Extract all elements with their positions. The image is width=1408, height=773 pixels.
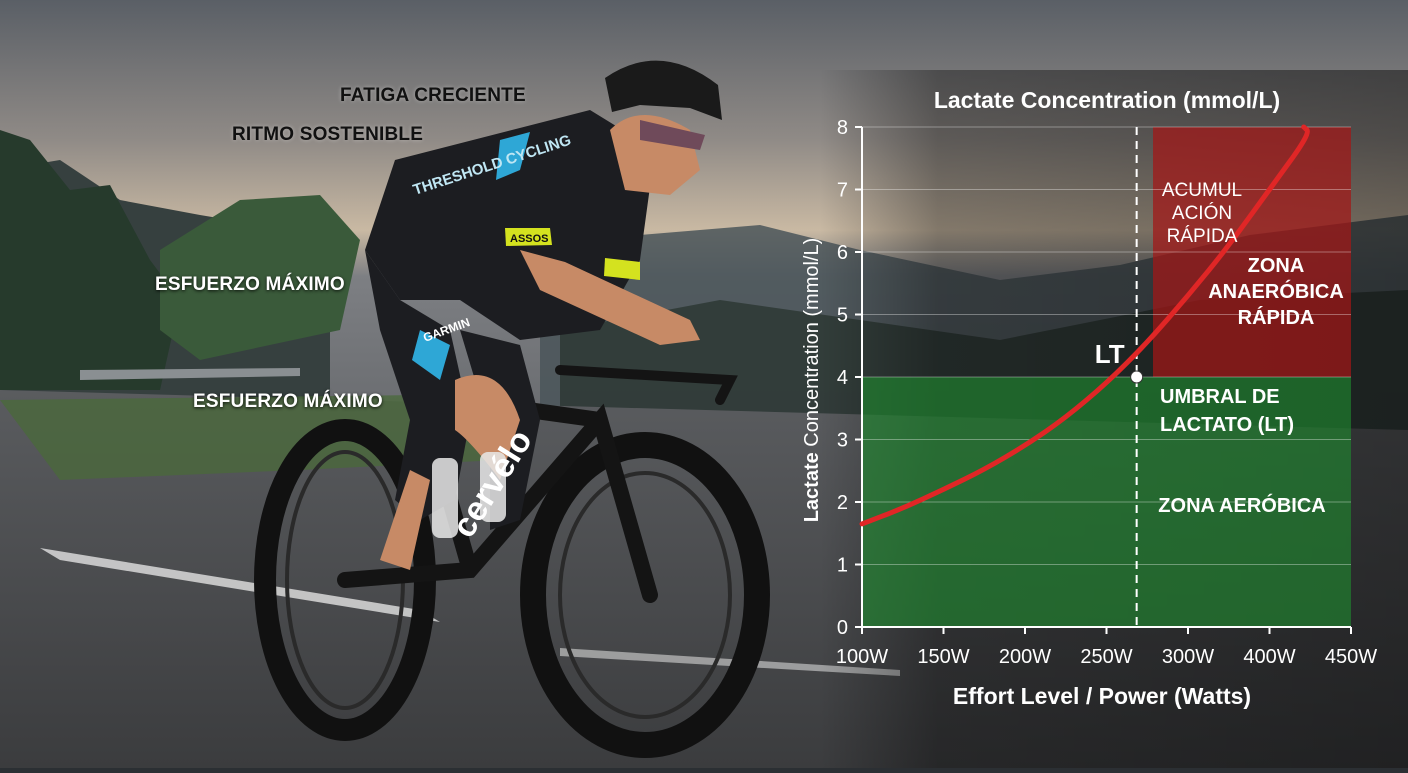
x-tick-label-2: 200W: [999, 646, 1051, 668]
annotation-acumulacion-line-0: ACUMUL: [1162, 180, 1242, 201]
label-esfuerzo-maximo-2: ESFUERZO MÁXIMO: [193, 391, 383, 412]
y-tick-label-0: 0: [837, 617, 848, 639]
x-axis-title: Effort Level / Power (Watts): [953, 683, 1251, 709]
y-tick-label-1: 1: [837, 555, 848, 577]
zone-anaerobic: [1153, 127, 1351, 377]
chart-grid: [862, 126, 1351, 628]
annotation-zona-aerobica: ZONA AERÓBICA: [1158, 493, 1325, 517]
lactate-curve-series: LT: [859, 124, 1310, 627]
lt-label: LT: [1095, 339, 1125, 369]
y-axis-title-rest: Concentration (mmol/L): [801, 238, 823, 453]
annotation-zona-anaerobica-line-2: RÁPIDA: [1238, 306, 1315, 329]
chart-zones: [862, 127, 1351, 627]
x-tick-label-5: 400W: [1243, 646, 1295, 668]
x-tick-label-4: 300W: [1162, 646, 1214, 668]
y-axis-title-bold: Lactate: [801, 452, 823, 522]
series-line-0: [859, 124, 1310, 527]
label-esfuerzo-maximo-1: ESFUERZO MÁXIMO: [155, 274, 345, 295]
y-tick-label-5: 5: [837, 305, 848, 327]
x-tick-labels: 100W 150W 200W 250W 300W 400W 450W: [836, 627, 1377, 668]
y-tick-label-8: 8: [837, 117, 848, 139]
x-tick-label-6: 450W: [1325, 646, 1377, 668]
x-tick-label-3: 250W: [1080, 646, 1132, 668]
y-tick-label-4: 4: [837, 367, 848, 389]
cyclist-photo: cervélo THRESHOLD CYCLING ASSOS GARMIN: [254, 60, 770, 758]
annotation-umbral-line-0: UMBRAL DE: [1160, 386, 1280, 408]
y-tick-labels: 0 1 2 3 4 5 6 7 8: [837, 117, 862, 639]
chart-title: Lactate Concentration (mmol/L): [934, 87, 1280, 113]
annotation-acumulacion-line-2: RÁPIDA: [1167, 226, 1238, 247]
label-ritmo-sostenible: RITMO SOSTENIBLE: [232, 124, 424, 145]
y-tick-label-2: 2: [837, 492, 848, 514]
annotation-zona-anaerobica-line-1: ANAERÓBICA: [1208, 279, 1344, 303]
chart-annotations: ACUMULACIÓNRÁPIDAZONAANAERÓBICARÁPIDAUMB…: [1158, 180, 1343, 517]
x-tick-label-1: 150W: [917, 646, 969, 668]
lt-point: [1130, 370, 1144, 384]
lactate-chart: 0 1 2 3 4 5 6 7 8 100W 150W 200W 250W 300W 400W 450W L…: [801, 70, 1408, 768]
y-tick-label-6: 6: [837, 242, 848, 264]
label-fatiga-creciente: FATIGA CRECIENTE: [340, 85, 526, 106]
zone-aerobic: [862, 377, 1351, 627]
x-tick-label-0: 100W: [836, 646, 888, 668]
annotation-zona-anaerobica-line-0: ZONA: [1248, 255, 1305, 277]
y-tick-label-7: 7: [837, 180, 848, 202]
sleeve-text: ASSOS: [510, 233, 549, 245]
annotation-acumulacion-line-1: ACIÓN: [1172, 202, 1232, 224]
y-axis-title: Lactate Concentration (mmol/L): [801, 238, 823, 523]
y-tick-label-3: 3: [837, 430, 848, 452]
annotation-umbral-line-1: LACTATO (LT): [1160, 414, 1294, 436]
